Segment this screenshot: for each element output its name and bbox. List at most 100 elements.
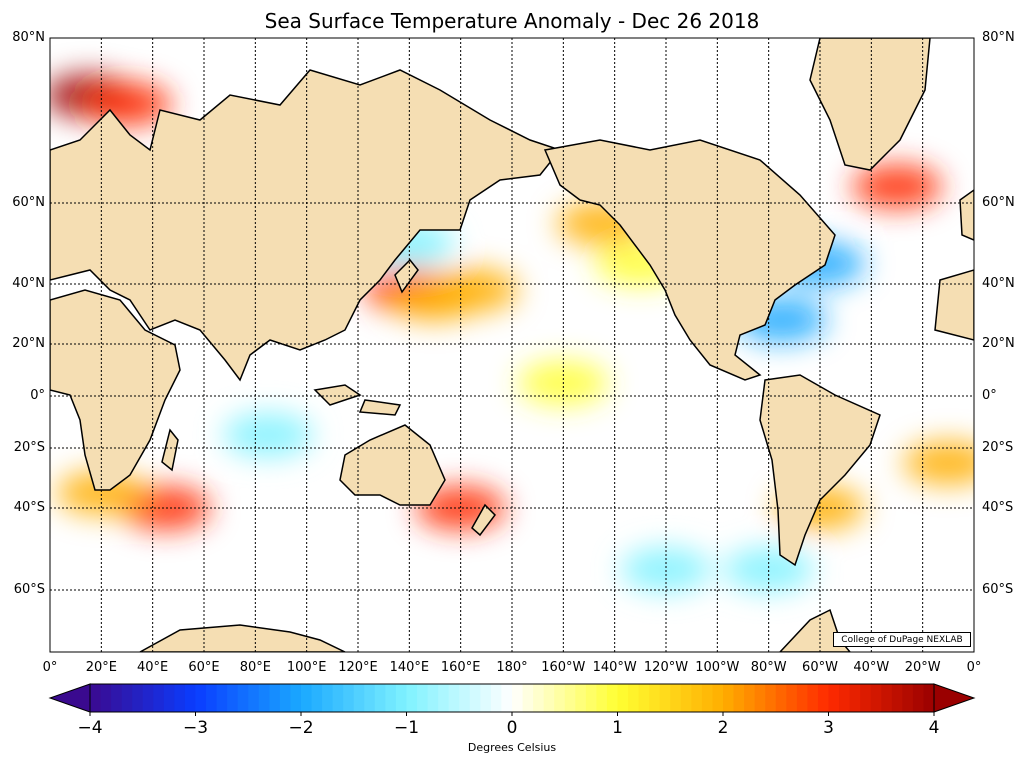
colorbar-segment <box>332 684 344 712</box>
anomaly-region-14 <box>223 413 314 457</box>
colorbar-segment <box>638 684 650 712</box>
lat-label-left: 40°S <box>13 500 45 515</box>
colorbar-segment <box>754 684 766 712</box>
lon-label: 120°W <box>643 660 689 675</box>
lon-label: 0° <box>42 660 58 675</box>
colorbar-segment <box>649 684 661 712</box>
colorbar-segment <box>301 684 313 712</box>
colorbar-tick-label: −4 <box>77 718 103 738</box>
colorbar-segment <box>448 684 460 712</box>
colorbar-tick-label: 0 <box>506 718 518 738</box>
lat-label-left: 20°S <box>13 440 45 455</box>
colorbar <box>48 683 976 716</box>
lat-label-left: 40°N <box>12 276 45 291</box>
map-title: Sea Surface Temperature Anomaly - Dec 26… <box>264 9 760 33</box>
colorbar-tick-label: 2 <box>717 718 729 738</box>
colorbar-segment <box>290 684 302 712</box>
colorbar-segment <box>501 684 513 712</box>
lon-label: 140°W <box>592 660 637 675</box>
lat-label-right: 60°N <box>982 195 1015 210</box>
map-frame <box>49 37 975 653</box>
colorbar-segment <box>353 684 365 712</box>
colorbar-segment <box>891 684 903 712</box>
lon-label: 180° <box>496 660 528 675</box>
lat-label-right: 0° <box>982 388 997 403</box>
colorbar-segment <box>870 684 882 712</box>
colorbar-segment <box>406 684 418 712</box>
anomaly-region-19 <box>852 164 942 209</box>
lat-label-left: 20°N <box>12 336 45 351</box>
land-africa <box>50 289 181 491</box>
lon-label: 120°E <box>338 660 378 675</box>
colorbar-segment <box>912 684 925 712</box>
colorbar-segment <box>733 684 745 712</box>
landmasses <box>50 38 974 652</box>
colorbar-segment <box>712 684 724 712</box>
lat-label-right: 40°S <box>982 500 1014 515</box>
lat-label-right: 80°N <box>982 30 1015 45</box>
colorbar-segment <box>311 684 323 712</box>
lat-label-left: 0° <box>30 388 45 403</box>
colorbar-min-extend <box>48 683 91 713</box>
colorbar-segment <box>691 684 703 712</box>
colorbar-label: Degrees Celsius <box>467 741 557 754</box>
colorbar-segment <box>839 684 851 712</box>
colorbar-segment <box>174 684 186 712</box>
colorbar-segment <box>206 684 218 712</box>
land-madagascar <box>161 428 179 472</box>
lon-label: 160°W <box>541 660 586 675</box>
lon-label: 100°E <box>286 660 327 675</box>
colorbar-segment <box>395 684 408 712</box>
colorbar-segment <box>512 684 524 712</box>
land-greenland <box>809 38 931 171</box>
lon-label: 60°W <box>802 660 838 675</box>
anomaly-region-4 <box>428 268 519 312</box>
colorbar-segment <box>417 684 429 712</box>
colorbar-segment <box>438 684 450 712</box>
colorbar-segment <box>701 684 714 712</box>
colorbar-segment <box>923 684 935 712</box>
lon-label: 40°W <box>853 660 890 675</box>
colorbar-segment <box>606 684 619 712</box>
anomaly-region-11 <box>903 441 974 485</box>
colorbar-segment <box>184 684 197 712</box>
colorbar-segment <box>237 684 249 712</box>
colorbar-segment <box>322 684 334 712</box>
colorbar-segment <box>575 684 587 712</box>
lon-label: 80°W <box>750 660 787 675</box>
colorbar-segment <box>765 684 777 712</box>
colorbar-segment <box>617 684 629 712</box>
land-antarctica <box>139 608 851 652</box>
colorbar-segment <box>775 684 787 712</box>
colorbar-segment <box>786 684 798 712</box>
colorbar-tick-label: 1 <box>612 718 623 738</box>
colorbar-tick-label: −3 <box>182 718 209 738</box>
colorbar-segment <box>817 684 830 712</box>
colorbar-segment <box>111 684 123 712</box>
land-north-america <box>543 139 836 381</box>
colorbar-segment <box>132 684 144 712</box>
land-eurasia <box>50 69 562 382</box>
colorbar-tick-label: −2 <box>288 718 314 738</box>
colorbar-segment <box>680 684 692 712</box>
land-new-zealand <box>471 503 496 537</box>
credit-box: College of DuPage NEXLAB <box>833 632 971 647</box>
lon-label: 60°E <box>188 660 220 675</box>
colorbar-segment <box>659 684 671 712</box>
colorbar-segment <box>227 684 239 712</box>
colorbar-segment <box>469 684 481 712</box>
lat-label-left: 60°S <box>13 582 45 597</box>
colorbar-segment <box>744 684 756 712</box>
lat-label-left: 60°N <box>12 195 45 210</box>
colorbar-segment <box>849 684 861 712</box>
lon-label: 100°W <box>695 660 740 675</box>
colorbar-segment <box>195 684 207 712</box>
colorbar-segment <box>90 684 102 712</box>
colorbar-max-extend <box>933 683 976 713</box>
colorbar-segment <box>163 684 175 712</box>
colorbar-segment <box>490 684 503 712</box>
lat-label-right: 60°S <box>982 582 1014 597</box>
colorbar-segment <box>807 684 819 712</box>
land-japan <box>394 258 419 294</box>
